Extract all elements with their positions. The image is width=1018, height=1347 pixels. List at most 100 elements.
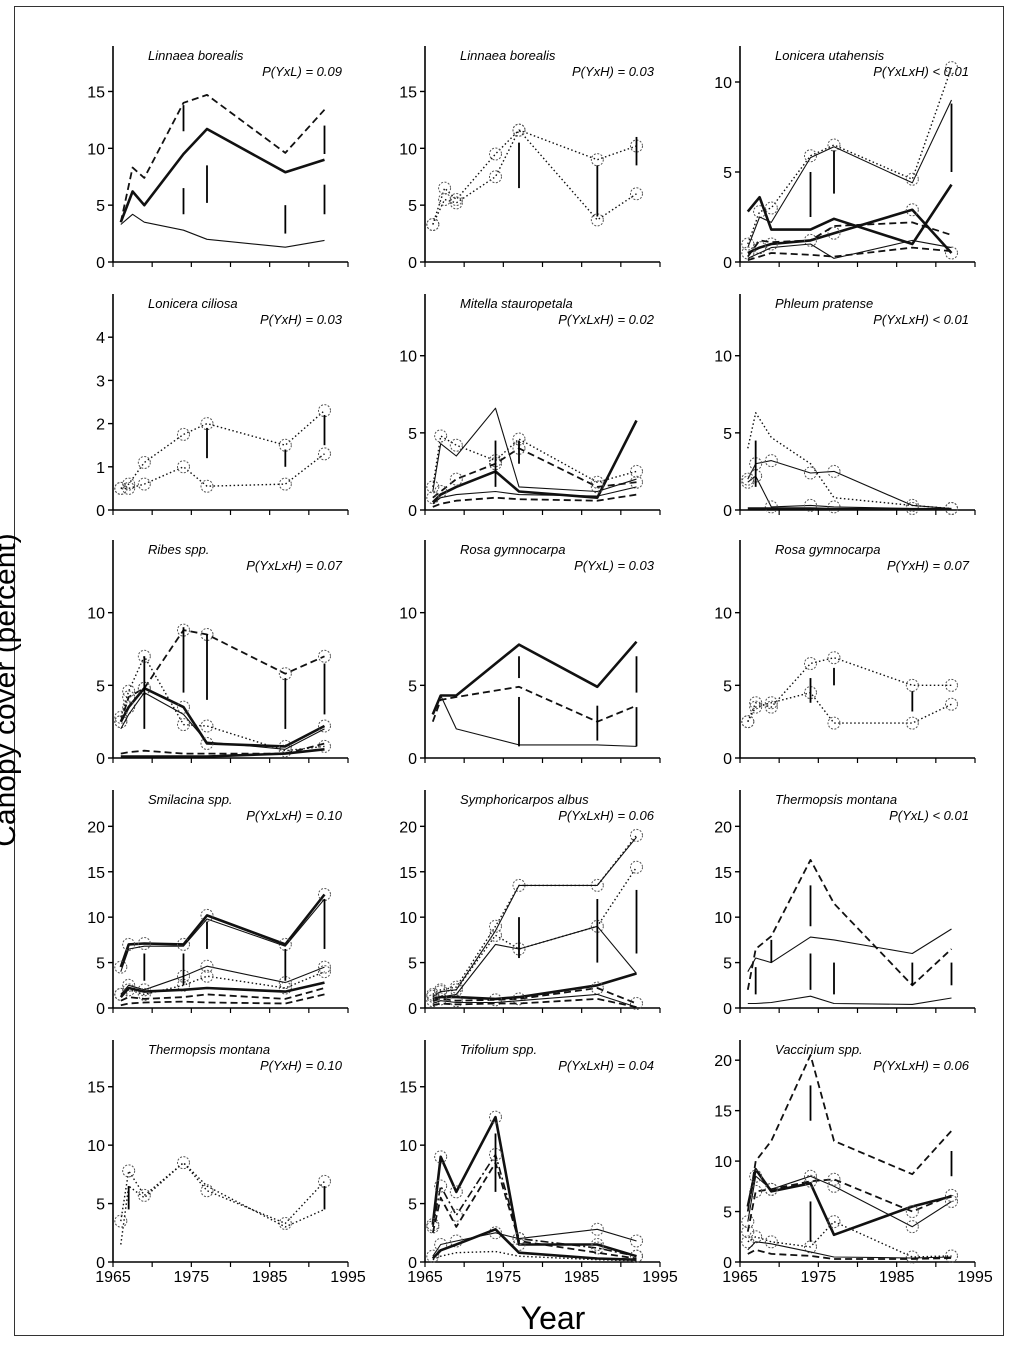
y-tick-label: 10 (714, 606, 732, 623)
data-point-marker (278, 976, 292, 990)
y-tick-label: 5 (408, 198, 417, 215)
data-point-marker (137, 649, 151, 663)
data-point-marker (318, 739, 331, 753)
series-line (431, 1115, 637, 1258)
panel-species-title: Lonicera ciliosa (148, 296, 238, 311)
y-tick-label: 20 (714, 1053, 732, 1070)
y-tick-label: 1 (96, 460, 105, 477)
data-point-marker (630, 139, 643, 153)
data-point-marker (318, 965, 331, 979)
figure-frame (14, 6, 1004, 1336)
y-tick-label: 0 (723, 255, 732, 272)
series-line (120, 748, 325, 758)
series-line (747, 246, 952, 262)
series-line (432, 129, 637, 225)
y-tick-label: 5 (723, 1205, 732, 1222)
data-point-marker (114, 960, 128, 974)
panel-pvalue: P(YxH) = 0.03 (260, 312, 343, 327)
panel-species-title: Mitella stauropetala (460, 296, 573, 311)
series-line (747, 1241, 952, 1259)
data-point-marker (804, 466, 817, 480)
series-line (119, 981, 325, 998)
data-point-marker (426, 1249, 440, 1263)
y-tick-label: 10 (714, 1154, 732, 1171)
data-point-marker (905, 203, 919, 217)
series-line (747, 1220, 952, 1258)
data-point-marker (827, 1215, 841, 1229)
x-tick-label: 1995 (642, 1269, 678, 1286)
data-point-marker (741, 237, 755, 251)
y-tick-label: 20 (714, 819, 732, 836)
data-point-marker (590, 213, 604, 227)
data-point-marker (489, 919, 502, 933)
y-tick-label: 10 (87, 606, 105, 623)
x-tick-label: 1965 (407, 1269, 443, 1286)
data-point-marker (449, 994, 463, 1008)
data-point-marker (764, 201, 778, 215)
data-point-marker (630, 464, 643, 478)
panel-pvalue: P(YxL) = 0.09 (262, 64, 342, 79)
data-point-marker (804, 1240, 817, 1254)
series-line (746, 859, 953, 990)
data-point-marker (489, 457, 502, 471)
series-line (747, 239, 952, 259)
panel-10: 0 5 10 15 20 Smilacina spp. P(YxLxH) = 0.10 (87, 790, 349, 1018)
data-point-marker (489, 993, 502, 1007)
data-point-marker (512, 992, 526, 1006)
data-point-marker (434, 992, 448, 1006)
data-point-marker (177, 1156, 190, 1170)
data-point-marker (426, 217, 440, 231)
series-line (120, 692, 325, 750)
data-point-marker (438, 181, 452, 195)
series-line (120, 1161, 326, 1225)
x-tick-label: 1995 (957, 1269, 993, 1286)
y-tick-label: 5 (408, 678, 417, 695)
panel-pvalue: P(YxH) = 0.07 (887, 558, 970, 573)
panel-species-title: Linnaea borealis (148, 48, 244, 63)
data-point-marker (905, 678, 919, 692)
y-tick-label: 0 (96, 751, 105, 768)
data-point-marker (489, 147, 502, 161)
y-tick-label: 5 (408, 956, 417, 973)
data-point-marker (489, 1110, 502, 1124)
x-tick-label: 1985 (252, 1269, 288, 1286)
data-point-marker (905, 716, 919, 730)
panel-pvalue: P(YxLxH) = 0.04 (558, 1058, 654, 1073)
data-point-marker (122, 1164, 136, 1178)
data-point-marker (764, 696, 778, 710)
data-point-marker (449, 438, 463, 452)
data-point-marker (630, 996, 643, 1010)
data-point-marker (945, 1194, 958, 1208)
y-tick-label: 0 (408, 1255, 417, 1272)
y-tick-label: 20 (87, 819, 105, 836)
data-point-marker (449, 1185, 463, 1199)
data-point-marker (764, 1182, 778, 1196)
data-point-marker (590, 153, 604, 167)
data-point-marker (434, 429, 448, 443)
data-point-marker (200, 908, 214, 922)
series-line (747, 1249, 952, 1260)
data-point-marker (177, 937, 190, 951)
panel-13: 0 5 10 15 1965 1975 1985 1995 Thermopsis montana… (87, 1040, 366, 1286)
data-point-marker (318, 649, 331, 663)
y-tick-label: 0 (408, 751, 417, 768)
data-point-marker (945, 1249, 958, 1263)
series-line (120, 655, 325, 752)
y-tick-label: 5 (408, 426, 417, 443)
data-point-marker (590, 480, 604, 494)
data-point-marker (827, 651, 841, 665)
series-line (119, 686, 326, 748)
data-point-marker (122, 481, 136, 495)
data-point-marker (426, 994, 440, 1008)
panel-7: 0 5 10 Ribes spp. P(YxLxH) = 0.07 (87, 540, 349, 768)
y-tick-label: 20 (399, 819, 417, 836)
series-line (746, 1054, 953, 1212)
data-point-marker (122, 978, 136, 992)
y-tick-label: 10 (399, 910, 417, 927)
series-line (431, 640, 638, 715)
panel-species-title: Symphoricarpos albus (460, 792, 589, 807)
data-point-marker (426, 480, 440, 494)
y-tick-label: 4 (96, 330, 105, 347)
series-line (431, 685, 637, 723)
